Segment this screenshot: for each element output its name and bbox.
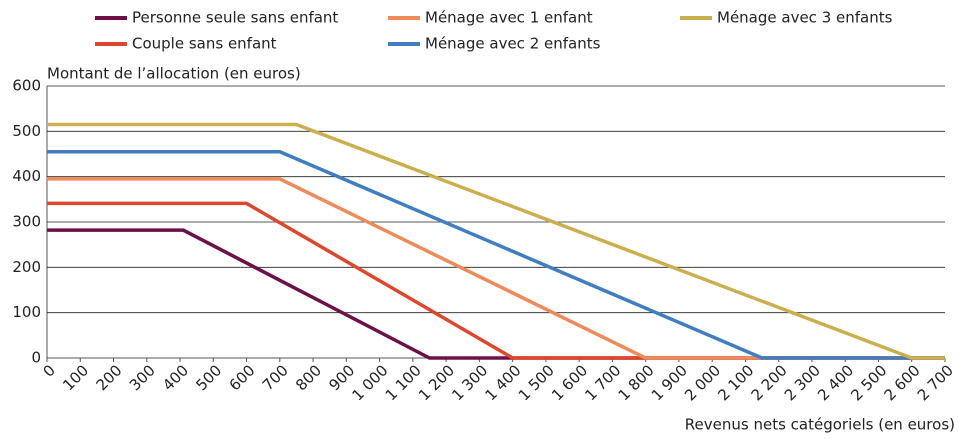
x-tick-label: 1 900 <box>648 361 691 404</box>
x-tick-label: 1 100 <box>382 361 425 404</box>
legend-label: Ménage avec 3 enfants <box>717 9 893 27</box>
x-tick-label: 2 300 <box>781 361 824 404</box>
x-tick-label: 700 <box>259 361 292 394</box>
y-tick-label: 100 <box>12 303 41 321</box>
legend-label: Personne seule sans enfant <box>132 9 338 27</box>
x-axis-title: Revenus nets catégoriels (en euros) <box>685 416 955 434</box>
x-tick-label: 2 100 <box>714 361 757 404</box>
x-tick-label: 1 700 <box>581 361 624 404</box>
legend-label: Ménage avec 2 enfants <box>425 35 601 53</box>
x-tick-label: 400 <box>159 361 192 394</box>
x-tick-label: 800 <box>292 361 325 394</box>
x-tick-label: 2 600 <box>881 361 924 404</box>
y-tick-label: 400 <box>12 167 41 185</box>
x-tick-label: 1 400 <box>482 361 525 404</box>
x-tick-label: 2 500 <box>847 361 890 404</box>
x-tick-label: 1 200 <box>415 361 458 404</box>
x-tick-label: 2 200 <box>748 361 791 404</box>
x-tick-label: 1 600 <box>548 361 591 404</box>
y-tick-label: 200 <box>12 258 41 276</box>
x-tick-label: 300 <box>126 361 159 394</box>
series-line <box>47 201 945 360</box>
x-tick-label: 200 <box>93 361 126 394</box>
series-line <box>47 177 945 360</box>
x-tick-label: 1 000 <box>349 361 392 404</box>
x-tick-label: 100 <box>59 361 92 394</box>
y-tick-label: 600 <box>12 77 41 95</box>
legend-label: Ménage avec 1 enfant <box>425 9 593 27</box>
y-axis-title: Montant de l’allocation (en euros) <box>47 65 301 83</box>
series-line <box>47 122 945 360</box>
legend-label: Couple sans enfant <box>132 35 277 53</box>
series-line <box>47 228 945 360</box>
series-line <box>47 149 945 360</box>
y-tick-label: 300 <box>12 213 41 231</box>
x-tick-label: 2 000 <box>681 361 724 404</box>
y-tick-label: 0 <box>31 349 41 367</box>
x-tick-label: 1 800 <box>615 361 658 404</box>
x-tick-label: 0 <box>40 361 59 380</box>
x-tick-label: 1 500 <box>515 361 558 404</box>
x-tick-label: 500 <box>192 361 225 394</box>
y-tick-label: 500 <box>12 122 41 140</box>
x-tick-label: 2 400 <box>814 361 857 404</box>
x-tick-label: 1 300 <box>448 361 491 404</box>
x-tick-label: 2 700 <box>914 361 957 404</box>
x-tick-label: 600 <box>226 361 259 394</box>
